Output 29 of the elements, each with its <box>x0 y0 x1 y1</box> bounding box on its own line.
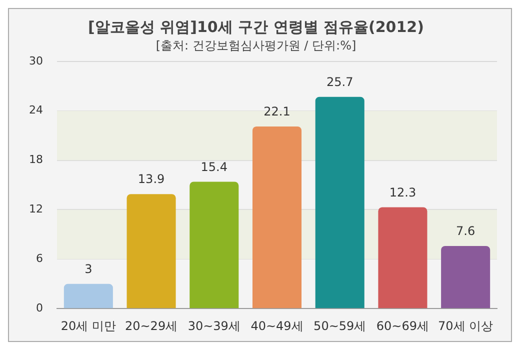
data-label: 13.9 <box>138 172 165 186</box>
bar <box>126 194 176 308</box>
y-tick-label: 12 <box>28 202 43 216</box>
y-tick-label: 30 <box>28 54 43 68</box>
data-label: 3 <box>84 262 92 276</box>
data-label: 15.4 <box>200 160 228 174</box>
data-label: 22.1 <box>264 104 290 119</box>
x-tick-label: 50~59세 <box>314 318 366 333</box>
bar <box>378 207 428 308</box>
x-tick-label: 70세 이상 <box>438 318 494 333</box>
bar <box>190 182 239 308</box>
bar <box>252 126 302 308</box>
chart-title: [알코올성 위염]10세 구간 연령별 점유율(2012) <box>88 18 424 36</box>
x-tick-label: 30~39세 <box>188 318 240 333</box>
y-tick-label: 6 <box>36 252 43 266</box>
bar <box>64 284 113 308</box>
bar <box>315 96 364 308</box>
data-label: 12.3 <box>389 185 416 200</box>
x-tick-label: 40~49세 <box>250 318 304 333</box>
chart-subtitle: [출처: 건강보험심사평가원 / 단위:%] <box>156 38 356 52</box>
x-tick-label: 20세 미만 <box>60 318 116 333</box>
data-label: 25.7 <box>326 74 354 89</box>
y-tick-label: 24 <box>28 104 43 117</box>
x-tick-label: 20~29세 <box>124 318 178 333</box>
bar <box>441 246 490 308</box>
x-tick-label: 60~69세 <box>376 318 430 333</box>
y-tick-label: 0 <box>36 301 43 314</box>
data-label: 7.6 <box>456 224 476 238</box>
y-tick-label: 18 <box>28 153 43 166</box>
